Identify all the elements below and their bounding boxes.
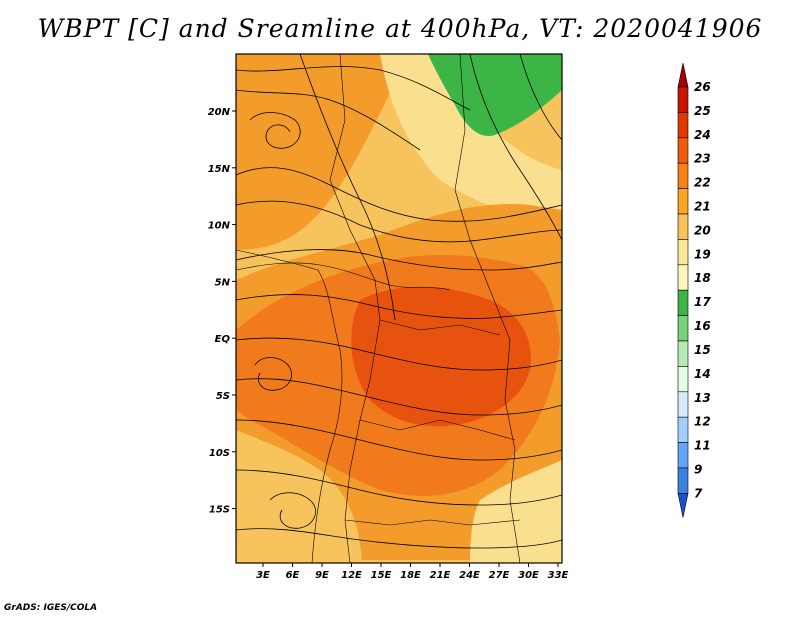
lon-tick-label: 21E [430, 570, 451, 581]
colorbar-swatch [677, 442, 689, 469]
streamline [249, 112, 301, 149]
colorbar-label: 17 [694, 295, 711, 309]
colorbar-label: 25 [694, 104, 711, 118]
lat-tick-label: 5N [215, 277, 231, 288]
colorbar-label: 19 [694, 247, 711, 261]
field-pale-southeast [470, 460, 562, 563]
streamline [236, 528, 562, 549]
lon-tick-label: 15E [371, 570, 392, 581]
colorbar-label: 14 [694, 367, 711, 381]
border-line [359, 419, 516, 441]
lat-tick-label: EQ [215, 334, 231, 345]
colorbar-swatch [677, 340, 689, 367]
lat-tick-label: 15N [208, 164, 231, 175]
field-pale-north [380, 54, 562, 230]
colorbar-bottom-arrow [677, 493, 689, 518]
colorbar-label: 7 [694, 486, 703, 500]
lon-tick-label: 9E [315, 570, 329, 581]
lon-tick-label: 12E [341, 570, 362, 581]
streamline [236, 378, 562, 416]
map-frame [235, 53, 563, 564]
border-line [236, 262, 451, 291]
streamline [519, 54, 562, 141]
lon-tick-label: 6E [286, 570, 300, 581]
country-borders [236, 54, 521, 563]
colorbar-label: 21 [694, 200, 711, 214]
colorbar-swatch [677, 315, 689, 342]
lat-tick-label: 15S [209, 505, 230, 516]
lat-tick-label: 10S [209, 448, 230, 459]
colorbar-label: 22 [694, 176, 711, 190]
streamline [254, 357, 292, 391]
longitude-axis: 3E 6E 9E 12E 15E 18E 21E 24E 27E 30E 33E [256, 563, 569, 581]
colorbar-swatch [677, 188, 689, 215]
colorbar-label: 16 [694, 319, 711, 333]
lon-tick-label: 30E [518, 570, 539, 581]
colorbar-swatch [677, 137, 689, 164]
colorbar-swatch [677, 366, 689, 393]
streamline [236, 89, 421, 151]
streamline [236, 294, 562, 319]
streamlines [236, 54, 562, 549]
colorbar-label: 15 [694, 343, 711, 357]
border-line [454, 54, 521, 563]
colorbar-swatch [677, 416, 689, 443]
streamline [236, 337, 562, 371]
streamline [236, 419, 562, 461]
latitude-axis: 20N 15N 10N 5N EQ 5S 10S 15S [208, 107, 236, 516]
colorbar-swatch [677, 162, 689, 189]
coastline [236, 249, 343, 563]
streamline [236, 66, 471, 111]
colorbar-swatch [677, 467, 689, 494]
colorbar: 26 25 24 23 22 21 20 19 18 17 16 15 14 13 12 11 9 7 [677, 62, 711, 518]
grads-credit: GrADS: IGES/COLA [4, 603, 98, 613]
streamline [269, 492, 316, 529]
colorbar-label: 9 [694, 462, 702, 476]
lon-tick-label: 27E [489, 570, 510, 581]
border-line [344, 519, 521, 526]
colorbar-label: 26 [694, 80, 711, 94]
lat-tick-label: 10N [208, 221, 231, 232]
border-line [379, 319, 501, 336]
streamline [236, 200, 562, 243]
colorbar-label: 23 [694, 152, 711, 166]
colorbar-swatch [677, 86, 689, 113]
colorbar-label: 13 [694, 391, 711, 405]
field-deep-core [351, 286, 531, 427]
colorbar-top-arrow [677, 62, 689, 88]
lat-tick-label: 5S [216, 391, 230, 402]
streamline [236, 167, 562, 222]
streamline [236, 249, 562, 271]
colorbar-swatch [677, 391, 689, 418]
colorbar-label: 12 [694, 415, 711, 429]
wbpt-field [236, 54, 562, 563]
streamline [469, 54, 562, 241]
colorbar-swatch [677, 112, 689, 139]
colorbar-swatch [677, 264, 689, 291]
colorbar-label: 20 [694, 223, 711, 237]
lon-tick-label: 33E [548, 570, 569, 581]
lon-tick-label: 3E [256, 570, 270, 581]
lon-tick-label: 18E [400, 570, 421, 581]
streamline [299, 54, 396, 321]
colorbar-label: 11 [694, 439, 711, 453]
colorbar-label: 18 [694, 271, 711, 285]
streamline [236, 469, 562, 506]
field-light-southwest [236, 430, 362, 563]
colorbar-label: 24 [694, 128, 711, 142]
colorbar-swatch [677, 239, 689, 266]
colorbar-swatch [677, 289, 689, 316]
lat-tick-label: 20N [208, 107, 231, 118]
colorbar-swatch [677, 213, 689, 240]
lon-tick-label: 24E [459, 570, 480, 581]
map-title: WBPT [C] and Sreamline at 400hPa, VT: 20… [37, 14, 763, 43]
